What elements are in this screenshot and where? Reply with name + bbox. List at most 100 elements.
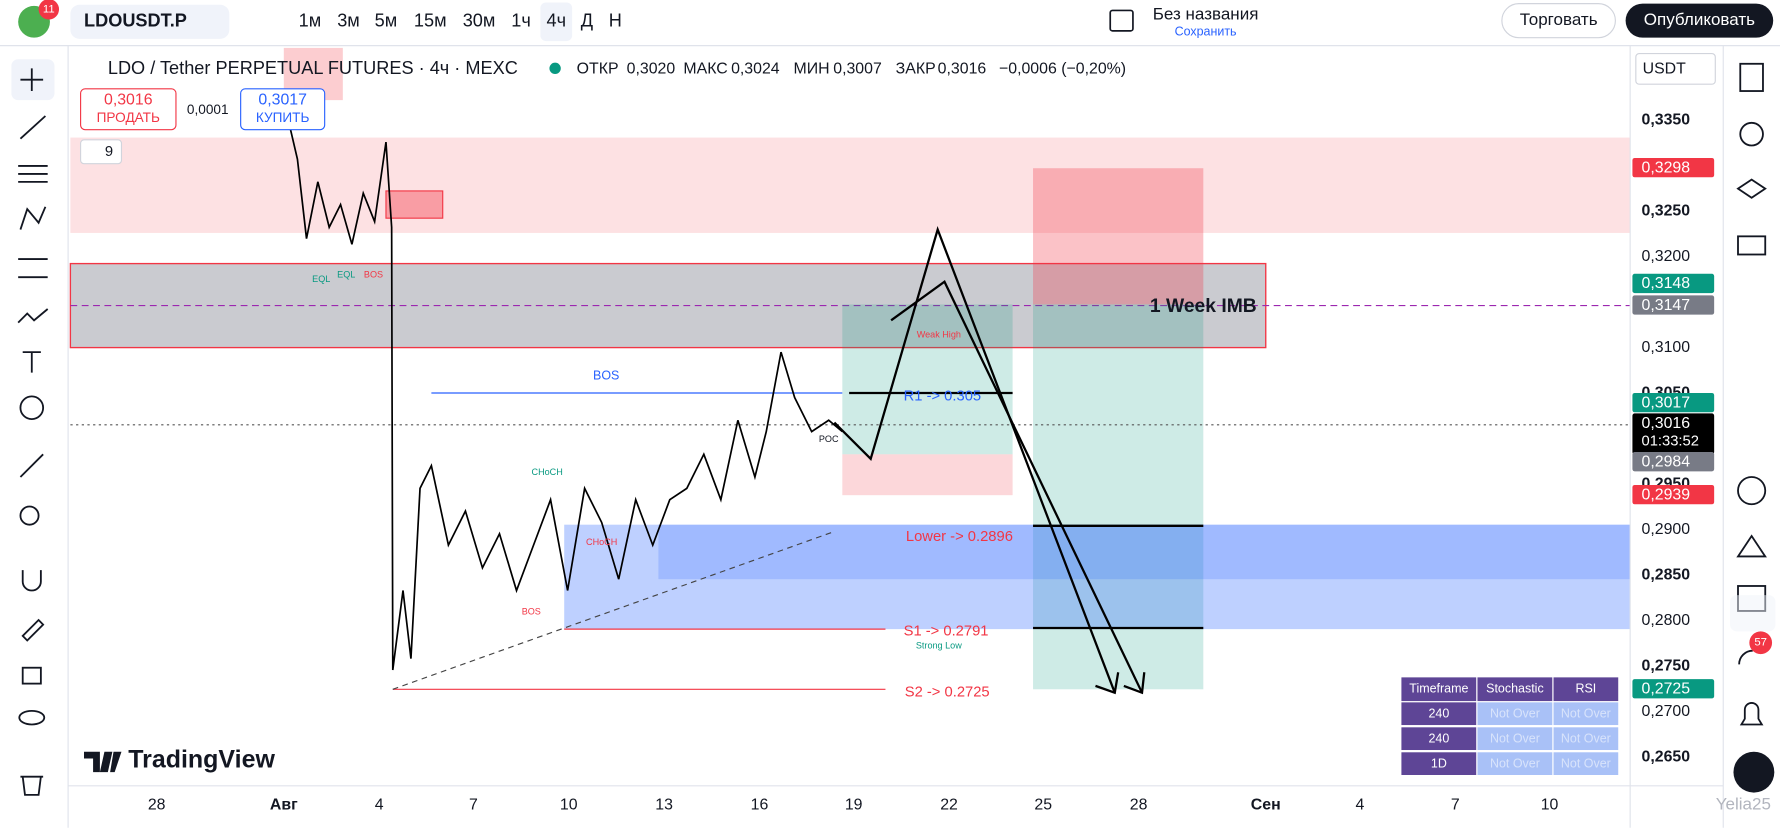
- trade-label[interactable]: Торговать: [1520, 10, 1598, 29]
- status-dot: [549, 62, 561, 75]
- table-header: RSI: [1575, 682, 1596, 696]
- table-cell: [1552, 726, 1620, 752]
- publish-label[interactable]: Опубликовать: [1644, 10, 1755, 29]
- emoji-tool[interactable]: [19, 395, 45, 421]
- date-tick: 25: [1034, 796, 1052, 813]
- price-badge-label: 0,2725: [1642, 680, 1691, 697]
- price-tick: 0,3200: [1642, 248, 1691, 265]
- spread: 0,0001: [187, 102, 229, 117]
- price-tick: 0,2800: [1642, 612, 1691, 629]
- arrow: [833, 225, 1116, 694]
- annotation: Weak High: [917, 330, 961, 340]
- support-zone: [564, 524, 1631, 630]
- currency-select[interactable]: [1635, 53, 1716, 85]
- text-tool[interactable]: [22, 351, 41, 373]
- table-cell-text: Not Over: [1561, 732, 1611, 746]
- indicators-toggle[interactable]: [80, 139, 123, 165]
- table-cell-text: 240: [1428, 732, 1449, 746]
- layers-icon[interactable]: [1736, 178, 1767, 199]
- date-tick: 19: [845, 796, 863, 813]
- support-zone: [658, 524, 1631, 580]
- annotation: CHoCH: [586, 537, 617, 547]
- date-tick: 13: [655, 796, 673, 813]
- interval[interactable]: 15м: [414, 11, 447, 31]
- trade-button[interactable]: [1501, 3, 1616, 39]
- buy-button[interactable]: [240, 88, 326, 131]
- line-tool[interactable]: [19, 115, 47, 140]
- table-header-cell: [1552, 676, 1620, 703]
- price-badge-label: 0,3298: [1642, 159, 1691, 176]
- ohlc-value: 0,3024: [731, 61, 780, 78]
- notifications-icon[interactable]: [1739, 702, 1764, 726]
- zone: [70, 137, 1631, 233]
- apps-button[interactable]: [1733, 751, 1775, 793]
- forecast-tool[interactable]: [18, 258, 48, 279]
- interval[interactable]: Н: [609, 11, 622, 31]
- badge: [1749, 631, 1773, 655]
- interval[interactable]: 1ч: [511, 11, 531, 31]
- tool-active: [1730, 595, 1776, 632]
- ideas-icon[interactable]: [1736, 534, 1767, 558]
- fib-tool[interactable]: [18, 165, 48, 183]
- magnet-tool[interactable]: [21, 570, 42, 592]
- table-cell-text: Not Over: [1490, 757, 1540, 771]
- trend-line: [392, 530, 835, 690]
- date-tick: 4: [375, 796, 384, 813]
- symbol[interactable]: LDOUSDT.P: [84, 11, 187, 31]
- news-icon[interactable]: [1738, 649, 1753, 665]
- table-cell-text: Not Over: [1490, 732, 1540, 746]
- symbol-search[interactable]: [70, 4, 230, 39]
- interval[interactable]: 4ч: [546, 11, 566, 31]
- ohlc-label: МИН: [794, 61, 830, 78]
- crosshair-tool[interactable]: [20, 68, 44, 92]
- table-cell-text: 1D: [1431, 757, 1447, 771]
- countdown: 01:33:52: [1642, 434, 1699, 450]
- zone: [385, 190, 444, 219]
- annotation: BOS: [364, 269, 383, 279]
- watchlist-icon[interactable]: [1739, 62, 1764, 92]
- interval[interactable]: Д: [581, 11, 593, 31]
- draw-mode[interactable]: [21, 618, 45, 642]
- price-badge: [1632, 413, 1715, 455]
- date-tick: 10: [560, 796, 578, 813]
- ohlc-value: 0,3016: [938, 61, 987, 78]
- visibility-tool[interactable]: [18, 709, 46, 726]
- speed-icon[interactable]: [1737, 476, 1767, 506]
- chat-icon[interactable]: [1737, 235, 1767, 256]
- date-tick: Авг: [270, 796, 298, 813]
- interval[interactable]: 30м: [463, 11, 496, 31]
- table-cell-text: Not Over: [1561, 757, 1611, 771]
- watermark-logo: [84, 751, 122, 773]
- layout-icon[interactable]: [1109, 9, 1134, 32]
- annotation: S1 -> 0.2791: [904, 623, 989, 639]
- pattern-tool[interactable]: [19, 206, 47, 230]
- annotation: BOS: [593, 368, 619, 382]
- buy-label: КУПИТЬ: [256, 110, 310, 125]
- date-tick: 16: [751, 796, 769, 813]
- lock-tool[interactable]: [21, 666, 42, 685]
- publish-button[interactable]: [1625, 3, 1774, 38]
- price-badge-label: 0,3016: [1642, 415, 1691, 432]
- price-badge-label: 0,3147: [1642, 297, 1691, 314]
- ohlc-label: ОТКР: [577, 61, 619, 78]
- ohlc-value: 0,3020: [627, 61, 676, 78]
- layout-name[interactable]: Без названия: [1153, 4, 1259, 23]
- badge-count: 11: [43, 3, 55, 15]
- alerts-icon[interactable]: [1739, 121, 1764, 147]
- corner-mark: Yelia25: [1716, 795, 1771, 814]
- arrow: [890, 280, 1144, 694]
- interval[interactable]: 5м: [375, 11, 398, 31]
- interval[interactable]: 3м: [337, 11, 360, 31]
- interval[interactable]: 1м: [299, 11, 322, 31]
- delete-tool[interactable]: [20, 775, 44, 796]
- ruler-tool[interactable]: [19, 453, 44, 478]
- ohlc-label: МАКС: [683, 61, 727, 78]
- sell-label: ПРОДАТЬ: [97, 110, 160, 125]
- sell-button[interactable]: [80, 88, 177, 131]
- zoom-tool[interactable]: [19, 505, 40, 526]
- prediction-tool[interactable]: [17, 308, 49, 324]
- annotation: Strong Low: [916, 641, 962, 651]
- target-zone: [842, 304, 1013, 455]
- interval-active: [540, 2, 573, 42]
